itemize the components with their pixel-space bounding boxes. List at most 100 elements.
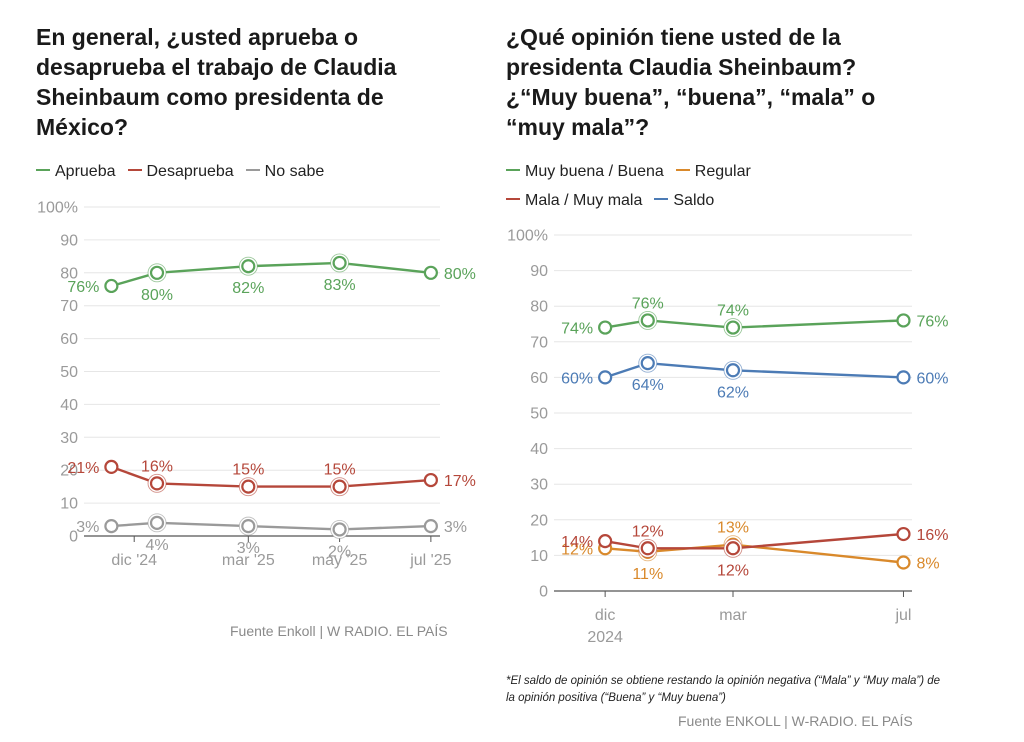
- y-tick-label: 10: [530, 548, 548, 565]
- data-point: [104, 278, 119, 294]
- data-label: 62%: [717, 384, 749, 401]
- chart2-series-saldo: 60% 64% 62% 60%: [561, 353, 949, 401]
- data-label: 80%: [444, 266, 476, 283]
- y-tick-label: 50: [530, 406, 548, 423]
- y-tick-label: 90: [530, 263, 548, 280]
- data-label: 60%: [916, 370, 948, 387]
- data-label: 15%: [232, 462, 264, 479]
- data-label: 12%: [561, 541, 593, 558]
- x-tick-label: dic: [595, 607, 615, 624]
- series-line: [604, 532, 904, 550]
- data-point: [149, 265, 165, 280]
- y-tick-label: 0: [69, 529, 78, 546]
- chart2-legend: Muy buena / Buena Regular Mala / Muy mala S…: [506, 157, 906, 215]
- chart1-title: En general, ¿usted aprueba o desaprueba …: [36, 24, 397, 140]
- data-label: 16%: [916, 527, 948, 544]
- data-label: 4%: [145, 537, 168, 554]
- legend-swatch: [506, 197, 520, 200]
- y-tick-label: 20: [530, 512, 548, 529]
- y-tick-label: 50: [60, 364, 78, 381]
- data-label: 8%: [916, 556, 939, 573]
- y-tick-label: 10: [60, 496, 78, 513]
- data-label: 64%: [632, 377, 664, 394]
- data-label: 83%: [324, 277, 356, 294]
- x-tick-sublabel: 2024: [587, 629, 623, 646]
- data-point: [423, 472, 438, 488]
- legend-label: Muy buena / Buena: [525, 163, 664, 180]
- y-tick-label: 60: [60, 331, 78, 348]
- chart2-note: *El saldo de opinión se obtiene restando…: [506, 675, 941, 704]
- data-point: [104, 459, 119, 475]
- data-point: [241, 259, 256, 274]
- data-point: [896, 313, 911, 328]
- legend-swatch: [675, 168, 690, 171]
- y-tick-label: 70: [530, 334, 548, 351]
- chart2-legend-item-mala-muy-mala: Mala / Muy mala: [506, 186, 642, 215]
- legend-label: Regular: [694, 163, 751, 180]
- legend-swatch: [36, 168, 50, 171]
- chart1-series-no-sabe: 3% 4% 3% 2% 3%: [76, 513, 467, 560]
- legend-swatch: [245, 168, 260, 171]
- y-tick-label: 30: [530, 477, 548, 494]
- data-label: 76%: [67, 279, 99, 296]
- data-point: [241, 479, 256, 494]
- x-tick-label: mar: [719, 607, 747, 624]
- data-point: [640, 541, 655, 556]
- data-point: [640, 313, 655, 328]
- data-point: [725, 541, 741, 556]
- data-label: 60%: [561, 370, 593, 387]
- data-label: 74%: [561, 321, 593, 338]
- data-point: [896, 370, 911, 385]
- data-label: 74%: [717, 303, 749, 320]
- chart1-source: Fuente Enkoll | W RADIO. EL PAÍS: [230, 623, 448, 639]
- x-tick-label: dic '24: [111, 552, 157, 569]
- chart2-source: Fuente ENKOLL | W-RADIO. EL PAÍS: [678, 713, 913, 729]
- data-point: [725, 363, 741, 378]
- x-tick-label: jul: [894, 607, 911, 624]
- x-tick-label: may '25: [312, 552, 368, 569]
- data-label: 12%: [717, 562, 749, 579]
- chart2-title: ¿Qué opinión tiene usted de la president…: [506, 24, 876, 140]
- y-tick-label: 70: [60, 298, 78, 315]
- legend-label: Mala / Muy mala: [525, 192, 643, 209]
- chart1-legend-item-desaprueba: Desaprueba: [127, 157, 234, 186]
- data-point: [423, 519, 438, 534]
- series-line: [604, 362, 904, 379]
- data-point: [896, 526, 911, 542]
- data-point: [640, 356, 655, 371]
- y-tick-label: 90: [60, 232, 78, 249]
- data-point: [241, 519, 256, 534]
- chart2-legend-item-saldo: Saldo: [654, 186, 714, 215]
- y-tick-label: 60: [530, 370, 548, 387]
- chart2-legend-item-muy-buena-buena: Muy buena / Buena: [506, 157, 664, 186]
- data-label: 76%: [632, 295, 664, 312]
- legend-label: Desaprueba: [146, 163, 234, 180]
- series-line: [604, 319, 904, 329]
- legend-swatch: [506, 168, 520, 171]
- data-label: 15%: [324, 462, 356, 479]
- chart2-series-regular: 12% 11% 13% 8%: [561, 520, 939, 583]
- data-label: 17%: [444, 473, 476, 490]
- data-point: [598, 320, 613, 335]
- chart1-legend: Aprueba Desaprueba No sabe: [36, 157, 476, 186]
- data-label: 16%: [141, 458, 173, 475]
- legend-label: Saldo: [673, 192, 715, 209]
- data-label: 14%: [561, 534, 593, 551]
- data-point: [149, 515, 165, 530]
- data-label: 13%: [717, 520, 749, 537]
- chart2-series-muy-buena-buena: 74% 76% 74% 76%: [561, 295, 948, 337]
- x-tick-label: jul '25: [409, 552, 451, 569]
- legend-swatch: [127, 168, 142, 171]
- x-tick-label: mar '25: [222, 552, 275, 569]
- data-label: 76%: [916, 313, 948, 330]
- y-tick-label: 0: [539, 584, 548, 601]
- chart2-legend-item-regular: Regular: [675, 157, 751, 186]
- data-point: [104, 519, 119, 534]
- data-point: [332, 522, 347, 537]
- data-label: 3%: [444, 519, 467, 536]
- data-label: 3%: [237, 540, 260, 557]
- legend-label: No sabe: [264, 163, 325, 180]
- legend-label: Aprueba: [55, 163, 116, 180]
- chart2-series-mala-muy-mala: 14%12%12%16%: [561, 523, 948, 579]
- data-point: [332, 479, 347, 494]
